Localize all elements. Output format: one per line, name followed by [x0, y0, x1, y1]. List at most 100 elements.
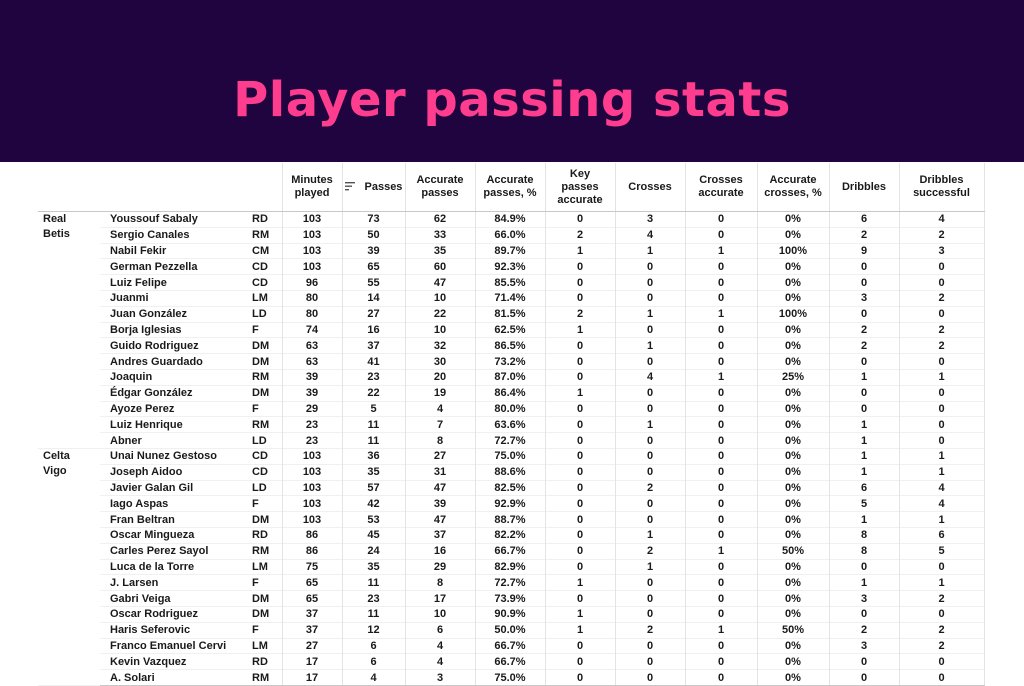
- minutes-header[interactable]: Minutes played: [282, 163, 343, 212]
- passes: 11: [342, 574, 406, 591]
- crosses: 1: [615, 306, 686, 323]
- accurate-crosses-pct: 0%: [757, 590, 830, 607]
- dribbles: 0: [829, 258, 900, 275]
- accurate-passes: 39: [405, 495, 476, 512]
- table-row: Luiz Henrique RM 23 11 7 63.6% 0 1 0 0% 1 0: [38, 416, 985, 433]
- crosses: 1: [615, 559, 686, 575]
- crosses: 0: [615, 448, 686, 465]
- dribbles: 0: [829, 385, 900, 402]
- accurate-passes: 8: [405, 432, 476, 449]
- crosses: 4: [615, 227, 686, 244]
- dribbles-successful: 2: [899, 227, 985, 244]
- accurate-passes: 10: [405, 606, 476, 623]
- position: LM: [248, 559, 283, 575]
- player-name: A. Solari: [100, 669, 248, 686]
- dribbles-successful: 0: [899, 258, 985, 275]
- crosses-accurate: 0: [685, 480, 758, 496]
- key-passes-accurate: 0: [545, 290, 616, 307]
- dribbles-successful: 2: [899, 290, 985, 307]
- crosses-accurate-header[interactable]: Crosses accurate: [685, 163, 758, 212]
- crosses: 0: [615, 574, 686, 591]
- key-passes-accurate: 0: [545, 258, 616, 275]
- accurate-passes-pct-header[interactable]: Accurate passes, %: [475, 163, 546, 212]
- position: RD: [248, 211, 283, 228]
- minutes-played: 29: [282, 401, 343, 417]
- key-passes-accurate: 0: [545, 353, 616, 370]
- dribbles: 1: [829, 432, 900, 449]
- passes: 39: [342, 243, 406, 259]
- accurate-crosses-pct: 25%: [757, 369, 830, 386]
- crosses-accurate: 0: [685, 448, 758, 465]
- passes-header[interactable]: Passes: [342, 163, 406, 212]
- team-name: Real Betis: [38, 212, 100, 449]
- table-row: Fran Beltran DM 103 53 47 88.7% 0 0 0 0% 1 1: [38, 511, 985, 528]
- table-row: Celta Vigo Unai Nunez Gestoso CD 103 36 27 75.0…: [38, 448, 985, 477]
- minutes-played: 103: [282, 480, 343, 496]
- dribbles-header[interactable]: Dribbles: [829, 163, 900, 212]
- dribbles: 0: [829, 401, 900, 417]
- table-row: Franco Emanuel Cervi LM 27 6 4 66.7% 0 0 0 0% 3 2: [38, 638, 985, 654]
- minutes-played: 86: [282, 543, 343, 560]
- accurate-crosses-pct-header[interactable]: Accurate crosses, %: [757, 163, 830, 212]
- dribbles: 5: [829, 495, 900, 512]
- accurate-passes-pct: 66.7%: [475, 638, 546, 654]
- player-header: [100, 163, 248, 212]
- accurate-passes-pct: 84.9%: [475, 211, 546, 228]
- passes: 36: [342, 448, 406, 465]
- dribbles-successful-header[interactable]: Dribbles successful: [899, 163, 985, 212]
- accurate-passes-header[interactable]: Accurate passes: [405, 163, 476, 212]
- key-passes-header[interactable]: Key passes accurate: [545, 163, 616, 212]
- table-row: Carles Perez Sayol RM 86 24 16 66.7% 0 2 1 50% 8 5: [38, 543, 985, 560]
- accurate-crosses-pct: 0%: [757, 227, 830, 244]
- dribbles: 0: [829, 653, 900, 670]
- passes: 4: [342, 669, 406, 686]
- position: LM: [248, 290, 283, 307]
- passes: 27: [342, 306, 406, 323]
- crosses: 0: [615, 385, 686, 402]
- dribbles-successful: 2: [899, 622, 985, 639]
- accurate-crosses-pct: 0%: [757, 574, 830, 591]
- crosses: 4: [615, 369, 686, 386]
- passes: 35: [342, 464, 406, 481]
- position: CD: [248, 464, 283, 481]
- sort-descending-icon[interactable]: [344, 182, 355, 191]
- minutes-played: 65: [282, 574, 343, 591]
- dribbles: 3: [829, 638, 900, 654]
- accurate-crosses-pct: 0%: [757, 448, 830, 465]
- accurate-passes-pct: 62.5%: [475, 322, 546, 338]
- dribbles: 6: [829, 211, 900, 228]
- accurate-crosses-pct: 0%: [757, 401, 830, 417]
- crosses-header[interactable]: Crosses: [615, 163, 686, 212]
- dribbles-successful: 0: [899, 653, 985, 670]
- dribbles: 2: [829, 622, 900, 639]
- crosses: 0: [615, 638, 686, 654]
- crosses: 2: [615, 622, 686, 639]
- accurate-passes-pct: 92.3%: [475, 258, 546, 275]
- accurate-passes-pct: 88.7%: [475, 511, 546, 528]
- passes: 42: [342, 495, 406, 512]
- crosses-accurate: 1: [685, 622, 758, 639]
- minutes-played: 17: [282, 669, 343, 686]
- key-passes-accurate: 1: [545, 243, 616, 259]
- key-passes-accurate: 0: [545, 401, 616, 417]
- key-passes-accurate: 1: [545, 622, 616, 639]
- position: CD: [248, 258, 283, 275]
- crosses: 1: [615, 527, 686, 544]
- crosses-accurate: 1: [685, 543, 758, 560]
- position: RD: [248, 527, 283, 544]
- position: F: [248, 401, 283, 417]
- crosses: 2: [615, 543, 686, 560]
- position: F: [248, 574, 283, 591]
- key-passes-accurate: 0: [545, 416, 616, 433]
- passes: 11: [342, 606, 406, 623]
- passes: 5: [342, 401, 406, 417]
- accurate-passes-pct: 82.2%: [475, 527, 546, 544]
- crosses: 3: [615, 211, 686, 228]
- accurate-crosses-pct: 0%: [757, 559, 830, 575]
- minutes-played: 103: [282, 511, 343, 528]
- player-name: Édgar González: [110, 387, 193, 400]
- crosses-accurate: 0: [685, 274, 758, 291]
- accurate-crosses-pct: 0%: [757, 464, 830, 481]
- crosses: 2: [615, 480, 686, 496]
- accurate-passes-pct: 82.9%: [475, 559, 546, 575]
